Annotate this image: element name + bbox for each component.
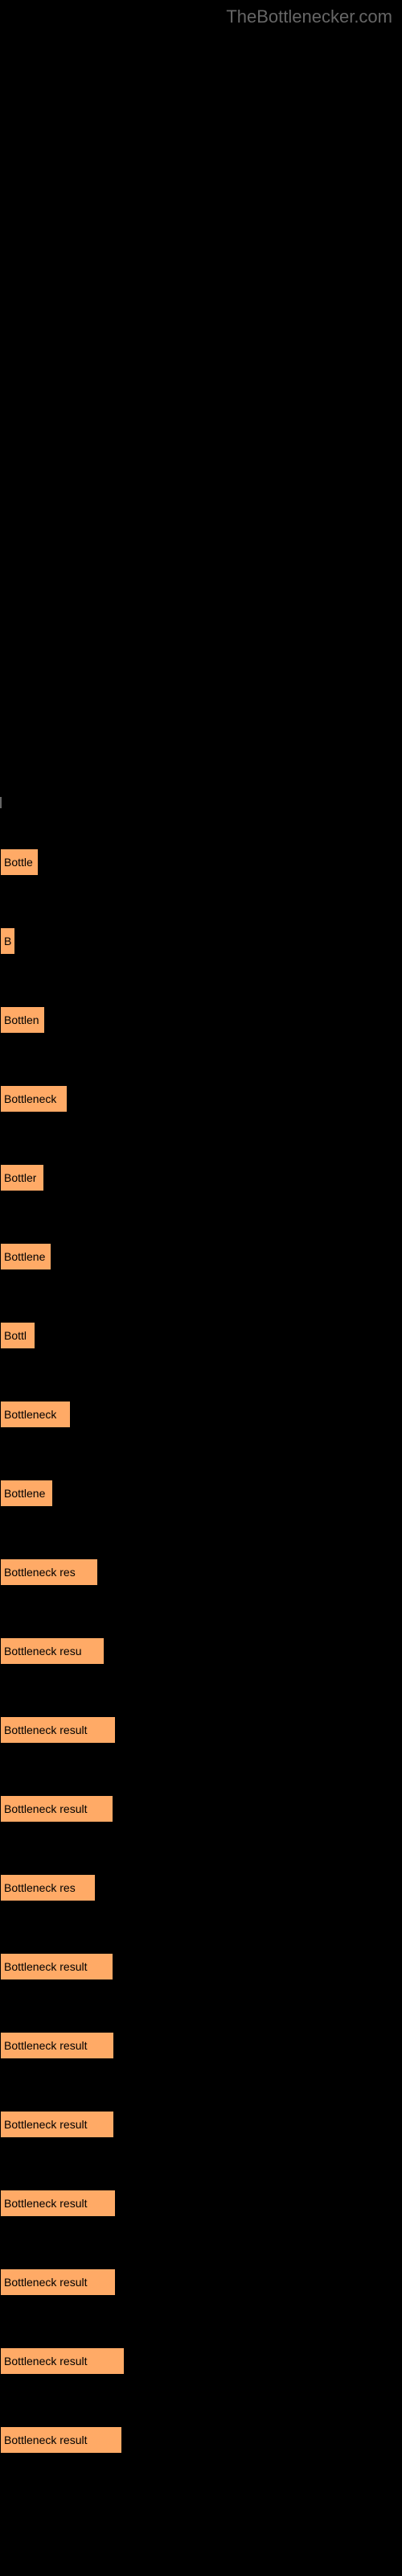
watermark-text: TheBottlenecker.com: [226, 6, 392, 27]
bar-row: Bottler: [0, 1113, 402, 1191]
bar-label: Bottleneck result: [4, 1960, 88, 1973]
chart-bar: Bottleneck resu: [0, 1637, 105, 1665]
chart-bar: Bottlene: [0, 1480, 53, 1507]
chart-bar: Bottl: [0, 1322, 35, 1349]
bar-label: Bottleneck: [4, 1408, 56, 1421]
bar-row: Bottlene: [0, 1428, 402, 1507]
chart-bar: Bottlene: [0, 1243, 51, 1270]
bar-label: B: [4, 935, 11, 947]
chart-bar: Bottleneck result: [0, 2190, 116, 2217]
bar-row: Bottleneck resu: [0, 1586, 402, 1665]
bar-label: Bottle: [4, 856, 33, 869]
bar-row: Bottleneck result: [0, 1744, 402, 1823]
bar-label: Bottler: [4, 1171, 36, 1184]
chart-bar: Bottleneck: [0, 1085, 68, 1113]
bar-row: Bottleneck res: [0, 1507, 402, 1586]
bar-label: Bottleneck result: [4, 2197, 88, 2210]
chart-bar: Bottleneck res: [0, 1874, 96, 1901]
bar-row: Bottleneck result: [0, 1665, 402, 1744]
chart-bar: Bottleneck result: [0, 1953, 113, 1980]
bar-label: Bottleneck result: [4, 2355, 88, 2368]
chart-bar: Bottleneck result: [0, 2268, 116, 2296]
bar-label: Bottleneck result: [4, 2434, 88, 2446]
chart-bar: Bottle: [0, 848, 39, 876]
chart-bar: Bottleneck res: [0, 1558, 98, 1586]
bar-label: Bottleneck result: [4, 1724, 88, 1736]
bar-row: Bottle: [0, 797, 402, 876]
bar-label: Bottlene: [4, 1250, 45, 1263]
bar-row: Bottleneck result: [0, 1980, 402, 2059]
chart-bar: B: [0, 927, 15, 955]
bar-label: Bottlen: [4, 1013, 39, 1026]
bar-label: Bottleneck result: [4, 2118, 88, 2131]
bar-row: Bottleneck result: [0, 2217, 402, 2296]
bar-chart: Bottle B Bottlen Bottleneck Bottler Bottlene B…: [0, 797, 402, 2454]
bar-row: Bottleneck result: [0, 2138, 402, 2217]
chart-bar: Bottleneck result: [0, 2426, 122, 2454]
bar-row: Bottleneck res: [0, 1823, 402, 1901]
chart-bar: Bottleneck result: [0, 2111, 114, 2138]
bar-row: B: [0, 876, 402, 955]
chart-bar: Bottlen: [0, 1006, 45, 1034]
bar-label: Bottlene: [4, 1487, 45, 1500]
bar-label: Bottleneck res: [4, 1881, 76, 1894]
chart-bar: Bottleneck result: [0, 2032, 114, 2059]
bar-row: Bottlene: [0, 1191, 402, 1270]
bar-label: Bottleneck: [4, 1092, 56, 1105]
chart-bar: Bottleneck result: [0, 1795, 113, 1823]
bar-row: Bottleneck result: [0, 2375, 402, 2454]
chart-bar: Bottleneck: [0, 1401, 71, 1428]
chart-bar: Bottleneck result: [0, 1716, 116, 1744]
bar-label: Bottl: [4, 1329, 27, 1342]
chart-bar: Bottleneck result: [0, 2347, 125, 2375]
bar-label: Bottleneck resu: [4, 1645, 82, 1657]
bar-row: Bottleneck: [0, 1349, 402, 1428]
bar-row: Bottlen: [0, 955, 402, 1034]
bar-row: Bottleneck result: [0, 2059, 402, 2138]
bar-label: Bottleneck result: [4, 2276, 88, 2289]
bar-row: Bottleneck result: [0, 2296, 402, 2375]
chart-bar: Bottler: [0, 1164, 44, 1191]
bar-row: Bottleneck: [0, 1034, 402, 1113]
bar-label: Bottleneck result: [4, 2039, 88, 2052]
bar-row: Bottleneck result: [0, 1901, 402, 1980]
bar-label: Bottleneck res: [4, 1566, 76, 1579]
bar-row: Bottl: [0, 1270, 402, 1349]
bar-label: Bottleneck result: [4, 1802, 88, 1815]
